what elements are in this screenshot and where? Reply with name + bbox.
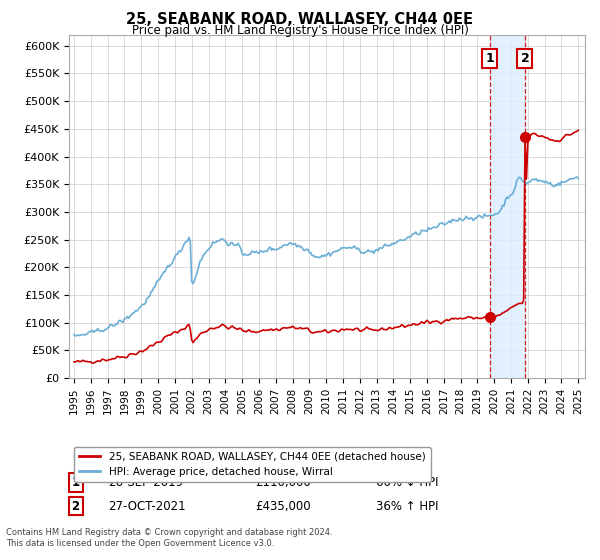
Text: 2: 2 [521, 52, 529, 66]
Legend: 25, SEABANK ROAD, WALLASEY, CH44 0EE (detached house), HPI: Average price, detac: 25, SEABANK ROAD, WALLASEY, CH44 0EE (de… [74, 447, 431, 482]
Text: Price paid vs. HM Land Registry's House Price Index (HPI): Price paid vs. HM Land Registry's House … [131, 24, 469, 37]
Bar [490, 35, 525, 378]
Text: 1: 1 [71, 476, 80, 489]
Text: 2: 2 [71, 500, 80, 512]
Text: 60% ↓ HPI: 60% ↓ HPI [376, 476, 439, 489]
Text: Contains HM Land Registry data © Crown copyright and database right 2024.
This d: Contains HM Land Registry data © Crown c… [6, 528, 332, 548]
Text: £435,000: £435,000 [255, 500, 310, 512]
Text: 1: 1 [485, 52, 494, 66]
Text: 26-SEP-2019: 26-SEP-2019 [108, 476, 183, 489]
Text: 36% ↑ HPI: 36% ↑ HPI [376, 500, 439, 512]
Text: 25, SEABANK ROAD, WALLASEY, CH44 0EE: 25, SEABANK ROAD, WALLASEY, CH44 0EE [127, 12, 473, 27]
Text: £110,000: £110,000 [255, 476, 311, 489]
Text: 27-OCT-2021: 27-OCT-2021 [108, 500, 185, 512]
